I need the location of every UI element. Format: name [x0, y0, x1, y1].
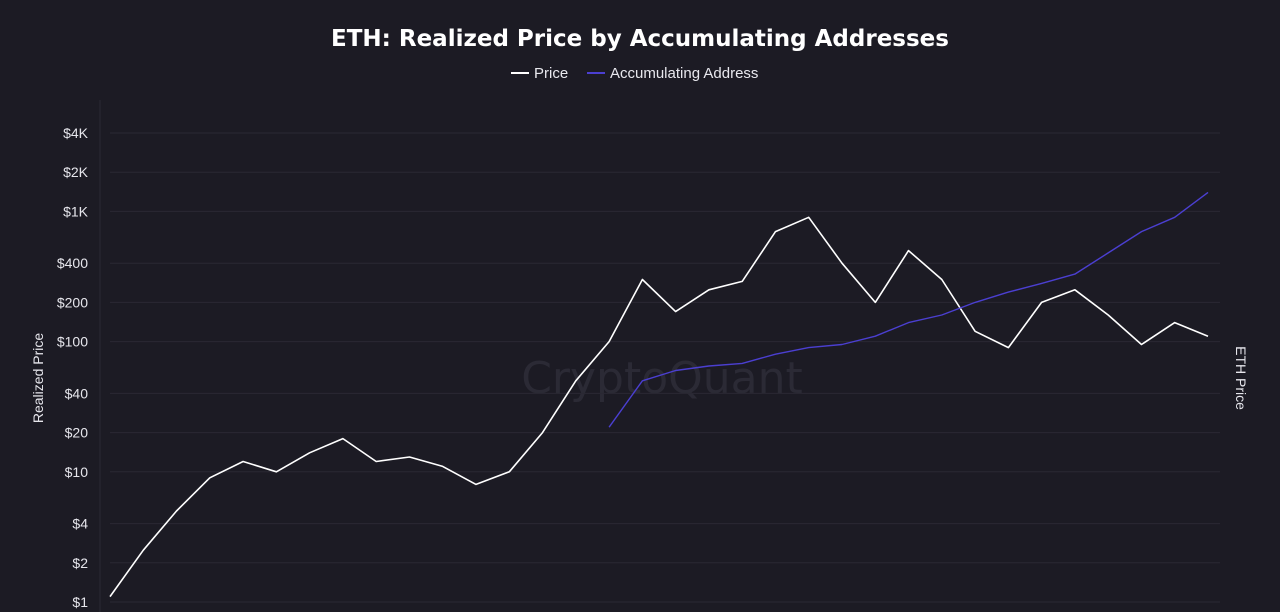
watermark: CryptoQuant [521, 353, 803, 404]
y-tick-label: $40 [65, 385, 89, 401]
series-line-price [109, 216, 1209, 598]
y-tick-label: $200 [57, 294, 88, 310]
legend-item-accumulating-address[interactable]: Accumulating Address [587, 65, 758, 82]
y-tick-label: $4 [72, 516, 88, 532]
y-tick-label: $400 [57, 255, 88, 271]
legend-item-price[interactable]: Price [511, 65, 568, 82]
series-layer [109, 191, 1209, 598]
y2-axis-title: ETH Price [1233, 346, 1249, 410]
y-tick-label: $1 [72, 594, 88, 610]
y-tick-label: $10 [65, 464, 89, 480]
legend: Price Accumulating Address [511, 65, 758, 82]
legend-label-accumulating-address: Accumulating Address [610, 65, 758, 82]
grid [110, 132, 1220, 603]
y-tick-label: $20 [65, 425, 89, 441]
y-axis-title: Realized Price [30, 333, 46, 423]
y-axis-ticks: $1 $2 $4 $10 $20 $40 $100 $200 $400 $1K $2K $4K [57, 125, 89, 610]
y-tick-label: $100 [57, 334, 88, 350]
y-tick-label: $4K [63, 125, 89, 141]
y-tick-label: $1K [63, 203, 89, 219]
legend-label-price: Price [534, 65, 568, 82]
y-tick-label: $2 [72, 555, 88, 571]
chart-title: ETH: Realized Price by Accumulating Addr… [331, 26, 949, 52]
y-tick-label: $2K [63, 164, 89, 180]
series-line-accumulating-address [608, 191, 1209, 428]
